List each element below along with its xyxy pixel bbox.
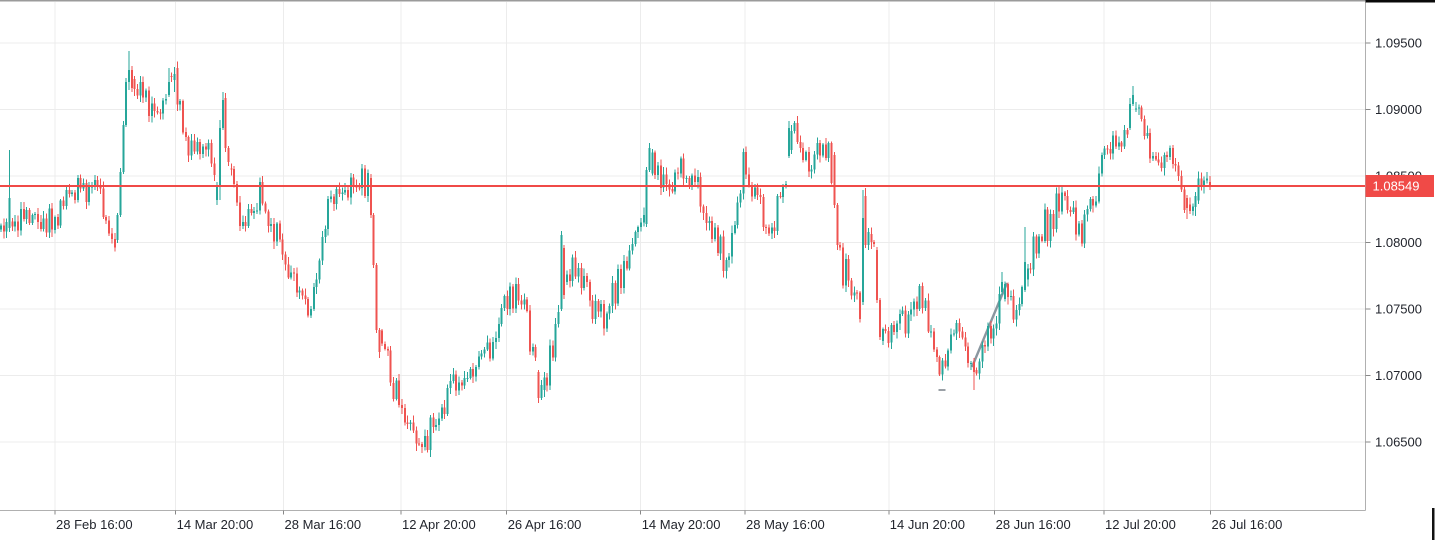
svg-text:26 Jul 16:00: 26 Jul 16:00 [1212, 517, 1283, 532]
svg-text:28 May 16:00: 28 May 16:00 [746, 517, 825, 532]
svg-text:26 Apr 16:00: 26 Apr 16:00 [508, 517, 582, 532]
svg-text:1.06500: 1.06500 [1375, 435, 1422, 450]
svg-text:12 Jul 20:00: 12 Jul 20:00 [1105, 517, 1176, 532]
svg-text:12 Apr 20:00: 12 Apr 20:00 [402, 517, 476, 532]
svg-text:1.07000: 1.07000 [1375, 368, 1422, 383]
svg-text:1.09500: 1.09500 [1375, 36, 1422, 51]
svg-text:28 Jun 16:00: 28 Jun 16:00 [996, 517, 1071, 532]
svg-text:1.07500: 1.07500 [1375, 302, 1422, 317]
svg-text:14 Mar 20:00: 14 Mar 20:00 [177, 517, 254, 532]
svg-text:28 Feb 16:00: 28 Feb 16:00 [56, 517, 133, 532]
svg-text:28 Mar 16:00: 28 Mar 16:00 [285, 517, 362, 532]
svg-text:14 May 20:00: 14 May 20:00 [642, 517, 721, 532]
svg-text:1.09000: 1.09000 [1375, 102, 1422, 117]
svg-text:14 Jun 20:00: 14 Jun 20:00 [890, 517, 965, 532]
svg-text:1.08549: 1.08549 [1373, 179, 1420, 194]
svg-text:1.08000: 1.08000 [1375, 235, 1422, 250]
